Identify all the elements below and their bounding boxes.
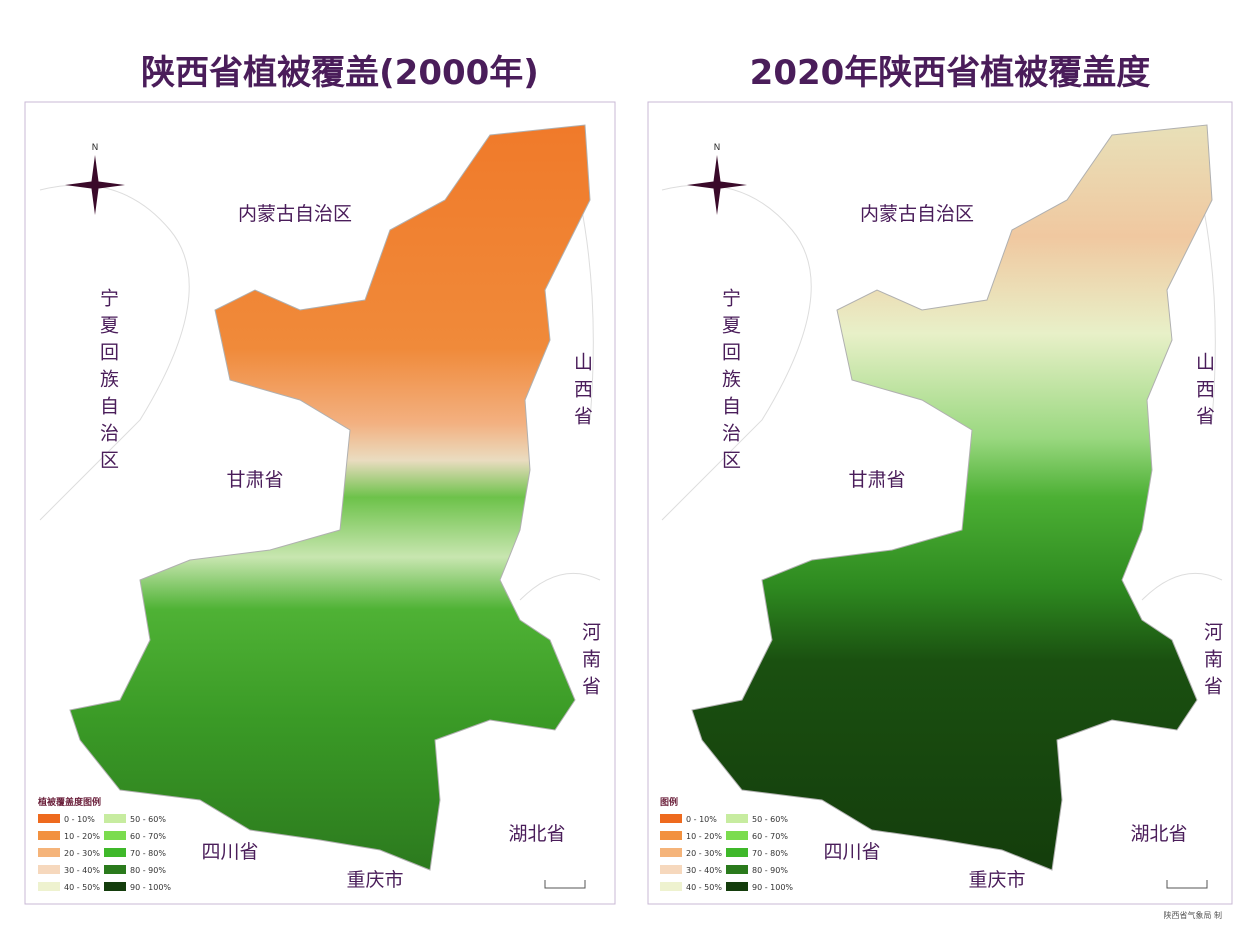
credit: 陕西省气象局 制 xyxy=(1163,910,1222,920)
boundary xyxy=(661,184,1223,601)
legend-swatch xyxy=(38,831,60,840)
legend-swatch xyxy=(660,848,682,857)
region-label: 内蒙古自治区 xyxy=(860,203,974,225)
region-label: 四川省 xyxy=(823,841,880,863)
north-label: N xyxy=(714,143,721,153)
region-label: 山西省 xyxy=(571,352,593,433)
legend-swatch xyxy=(726,882,748,891)
scale-bar xyxy=(1166,880,1208,889)
legend-label: 70 - 80% xyxy=(752,849,788,858)
legend-label: 20 - 30% xyxy=(686,849,722,858)
region-label: 甘肃省 xyxy=(848,469,905,491)
legend-label: 80 - 90% xyxy=(752,866,788,875)
region-label: 宁夏回族自治区 xyxy=(719,288,741,477)
north-arrow xyxy=(65,155,125,215)
region-label: 河南省 xyxy=(1201,622,1223,703)
legend-swatch xyxy=(726,865,748,874)
legend-label: 30 - 40% xyxy=(64,866,100,875)
region-label: 甘肃省 xyxy=(226,469,283,491)
legend-label: 40 - 50% xyxy=(64,883,100,892)
legend-swatch xyxy=(726,814,748,823)
scale-bar xyxy=(544,880,586,889)
legend-swatch xyxy=(38,865,60,874)
legend-label: 10 - 20% xyxy=(64,832,100,841)
panel-title: 陕西省植被覆盖(2000年) xyxy=(141,53,539,93)
legend-label: 50 - 60% xyxy=(130,815,166,824)
legend-swatch xyxy=(104,814,126,823)
legend-swatch xyxy=(726,848,748,857)
panel-frame xyxy=(24,101,616,905)
region-label: 重庆市 xyxy=(968,869,1025,891)
region-label: 宁夏回族自治区 xyxy=(97,288,119,477)
north-arrow xyxy=(687,155,747,215)
region-label: 重庆市 xyxy=(346,869,403,891)
province-shape xyxy=(691,124,1213,871)
region-label: 河南省 xyxy=(579,622,601,703)
legend-label: 0 - 10% xyxy=(64,815,95,824)
legend-title: 植被覆盖度图例 xyxy=(37,796,101,808)
legend-swatch xyxy=(660,865,682,874)
region-label: 湖北省 xyxy=(1130,823,1187,845)
legend-swatch xyxy=(660,814,682,823)
legend-swatch xyxy=(104,831,126,840)
legend-label: 30 - 40% xyxy=(686,866,722,875)
legend-swatch xyxy=(104,882,126,891)
legend-swatch xyxy=(38,848,60,857)
legend-label: 90 - 100% xyxy=(130,883,171,892)
legend-swatch xyxy=(38,814,60,823)
legend-label: 60 - 70% xyxy=(130,832,166,841)
legend-label: 70 - 80% xyxy=(130,849,166,858)
region-label: 山西省 xyxy=(1193,352,1215,433)
panel-title: 2020年陕西省植被覆盖度 xyxy=(750,53,1151,93)
legend-label: 10 - 20% xyxy=(686,832,722,841)
legend-label: 20 - 30% xyxy=(64,849,100,858)
legend-swatch xyxy=(726,831,748,840)
legend-swatch xyxy=(38,882,60,891)
legend-label: 60 - 70% xyxy=(752,832,788,841)
legend-label: 0 - 10% xyxy=(686,815,717,824)
region-label: 四川省 xyxy=(201,841,258,863)
legend-label: 90 - 100% xyxy=(752,883,793,892)
legend-label: 50 - 60% xyxy=(752,815,788,824)
legend-swatch xyxy=(104,865,126,874)
boundary xyxy=(39,184,601,601)
north-label: N xyxy=(92,143,99,153)
legend-swatch xyxy=(660,831,682,840)
legend-label: 40 - 50% xyxy=(686,883,722,892)
legend-title: 图例 xyxy=(660,796,678,808)
region-label: 湖北省 xyxy=(508,823,565,845)
legend-label: 80 - 90% xyxy=(130,866,166,875)
panel-frame xyxy=(647,101,1233,905)
legend-swatch xyxy=(104,848,126,857)
province-shape xyxy=(69,124,591,871)
legend-swatch xyxy=(660,882,682,891)
region-label: 内蒙古自治区 xyxy=(238,203,352,225)
